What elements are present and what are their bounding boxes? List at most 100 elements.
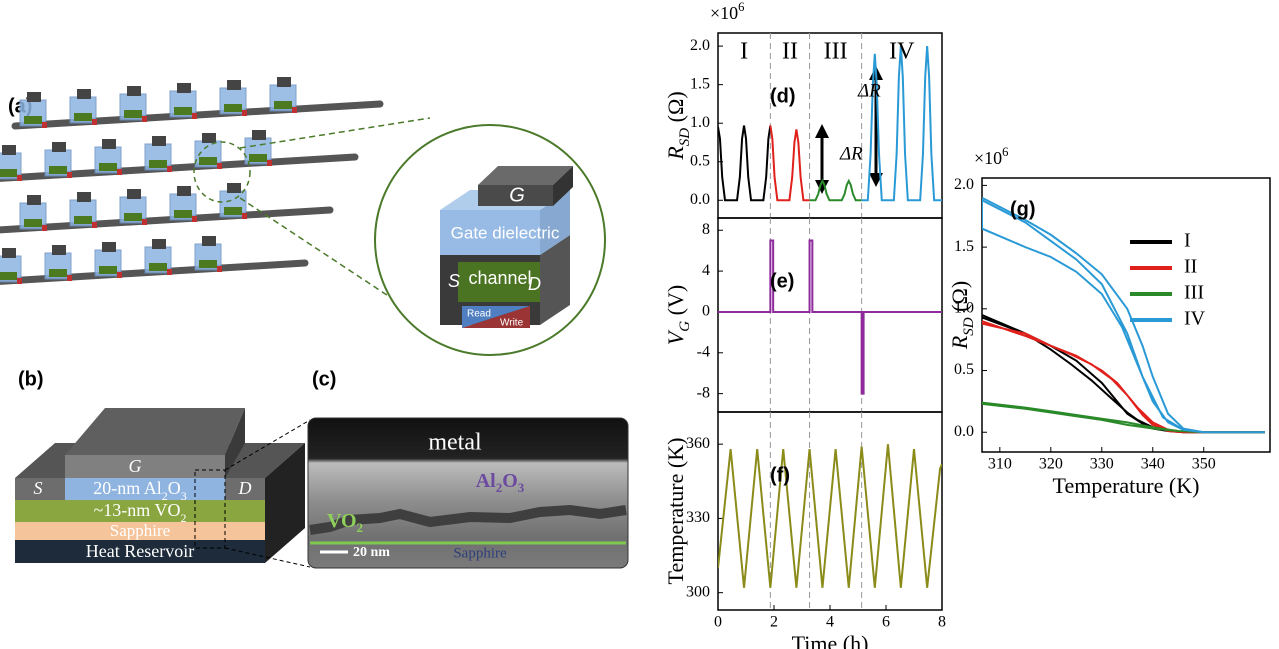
cell-gate (127, 189, 141, 199)
text-sub: 3 (181, 489, 187, 503)
cell-gate (27, 195, 41, 205)
cell-channel (74, 216, 92, 224)
y-tick-label: 8 (702, 221, 710, 238)
x-axis-label: Temperature (K) (1053, 473, 1200, 498)
y-tick-label: 2.0 (954, 176, 974, 193)
substrate-text: Sapphire (110, 521, 170, 540)
cell-contact (217, 163, 222, 169)
text-part: (V) (663, 285, 688, 321)
cell-contact (242, 213, 247, 219)
cell-channel (199, 260, 217, 268)
cell-contact (142, 116, 147, 122)
cell-contact (67, 172, 72, 178)
y-tick-label: 4 (702, 262, 710, 279)
panel-label: (b) (18, 368, 44, 390)
x-tick-label: 4 (826, 614, 834, 631)
panel-label: (d) (770, 85, 796, 107)
text-part: ×10 (710, 3, 738, 23)
cell-contact (92, 222, 97, 228)
text-part: Temperature (K) (663, 438, 688, 585)
substrate-text: Sapphire (453, 545, 507, 561)
cell-gate (52, 142, 66, 152)
cell-contact (17, 278, 22, 284)
data-line (718, 240, 942, 393)
legend-label: II (1184, 256, 1197, 278)
tem-image: metal Al2O3 VO2 20 nm Sapphire (308, 418, 628, 568)
write-text: Write (500, 318, 524, 329)
cell-gate (27, 92, 41, 102)
cell-channel (124, 213, 142, 221)
panel-label: (e) (770, 270, 794, 292)
cell-gate (202, 133, 216, 143)
chart: 0.00.51.01.52.0RSD (Ω)×106(d)IIIIIIIVΔRΔ… (663, 0, 942, 218)
panel-label: (g) (1010, 198, 1036, 220)
source-text: S (448, 271, 460, 291)
y-tick-label: 360 (686, 435, 710, 452)
cell-channel (224, 207, 242, 215)
data-line (982, 198, 1265, 433)
gate-text: G (129, 456, 142, 476)
y-axis-label: VG (V) (663, 285, 693, 345)
device-array (0, 77, 380, 287)
cell-contact (192, 216, 197, 222)
legend-label: III (1184, 282, 1204, 304)
cell-contact (192, 113, 197, 119)
cell-contact (117, 169, 122, 175)
text-part: ×10 (974, 148, 1002, 168)
data-line (982, 321, 1265, 432)
x-tick-label: 0 (714, 614, 722, 631)
text-part: O (168, 478, 181, 498)
page-body: (a) G Gate dielectric S channel D Read W… (0, 0, 1279, 649)
y-tick-label: 300 (686, 583, 710, 600)
cell-gate (52, 245, 66, 255)
cell-contact (217, 266, 222, 272)
text-part: O (502, 470, 518, 492)
x-tick-label: 2 (770, 614, 778, 631)
x-tick-label: 350 (1192, 456, 1216, 473)
y-tick-label: 0.5 (954, 361, 974, 378)
y-axis-label: Temperature (K) (663, 438, 688, 585)
cell-channel (199, 157, 217, 165)
x-axis-label: Time (h) (792, 631, 869, 649)
legend-label: IV (1184, 308, 1206, 330)
text-part: R (663, 146, 688, 161)
cell-gate (227, 183, 241, 193)
text-part: (Ω) (663, 91, 688, 128)
cell-contact (67, 275, 72, 281)
cell-channel (99, 266, 117, 274)
y-tick-label: 330 (686, 509, 710, 526)
text-sub: 6 (738, 0, 744, 14)
plot-frame (718, 218, 942, 412)
cell-gate (227, 80, 241, 90)
text-part: 20-nm Al (93, 478, 162, 498)
y-tick-label: 1.5 (954, 238, 974, 255)
x-tick-label: 320 (1039, 456, 1063, 473)
region-label: III (824, 39, 848, 65)
scale-text: 20 nm (353, 545, 390, 560)
text-sub: SD (961, 317, 977, 336)
cell-gate (77, 89, 91, 99)
axis-multiplier: ×106 (710, 0, 744, 23)
panel-label: (c) (312, 368, 336, 390)
text-part: Al (476, 470, 496, 492)
rail (0, 210, 330, 232)
cell-channel (49, 166, 67, 174)
text-part: R (947, 335, 972, 350)
cell-contact (17, 175, 22, 181)
cell-channel (249, 154, 267, 162)
cell-gate (102, 139, 116, 149)
y-tick-label: 0 (702, 303, 710, 320)
x-tick-label: 8 (938, 614, 946, 631)
cell-channel (149, 263, 167, 271)
cell-gate (77, 192, 91, 202)
cell-contact (42, 225, 47, 231)
text-part: (Ω) (947, 281, 972, 318)
cell-channel (124, 110, 142, 118)
cell-contact (42, 122, 47, 128)
annotation: ΔR (839, 143, 863, 164)
data-line (718, 444, 942, 588)
cell-contact (167, 166, 172, 172)
y-tick-label: 0.5 (690, 152, 710, 169)
y-tick-label: 2.0 (690, 37, 710, 54)
